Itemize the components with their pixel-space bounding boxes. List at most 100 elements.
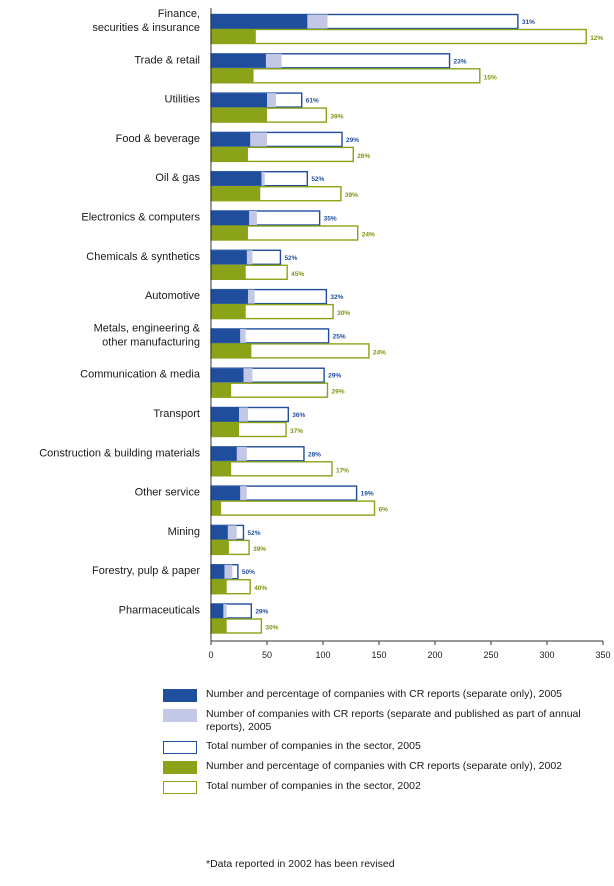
bar-separate-2005 xyxy=(211,407,239,422)
bar-separate-2002 xyxy=(211,226,248,240)
pct-label-2002: 30% xyxy=(337,310,350,317)
pct-label-2005: 36% xyxy=(292,412,305,419)
legend-label: Total number of companies in the sector,… xyxy=(206,780,421,792)
bar-separate-2005 xyxy=(211,53,266,68)
bar-separate-2005 xyxy=(211,211,250,225)
pct-label-2005: 52% xyxy=(284,255,297,262)
category-label: Transport xyxy=(153,408,200,420)
pct-label-2002: 17% xyxy=(336,467,349,474)
pct-label-2002: 24% xyxy=(362,232,375,239)
bar-separate-2005 xyxy=(211,171,262,186)
bar-separate-2002 xyxy=(211,619,227,633)
category-group: 31% 12% Finance, securities & insurance xyxy=(92,8,603,45)
category-group: 52% 39% Oil & gas xyxy=(155,170,358,202)
bar-separate-2005 xyxy=(211,486,241,501)
legend-item-total2002: Total number of companies in the sector,… xyxy=(163,780,603,794)
legend-label: Number and percentage of companies with … xyxy=(206,688,563,700)
category-group: 52% 45% Chemicals & synthetics xyxy=(86,249,304,280)
legend-item-total2005: Total number of companies in the sector,… xyxy=(163,740,603,754)
footnote: *Data reported in 2002 has been revised xyxy=(206,858,395,870)
category-group: 19% 6% Other service xyxy=(135,485,389,516)
legend-label: Number and percentage of companies with … xyxy=(206,760,563,772)
pct-label-2005: 19% xyxy=(361,491,374,498)
bar-total-2002 xyxy=(210,500,376,516)
bar-separate-2002 xyxy=(211,501,222,516)
bar-separate-2005 xyxy=(211,564,225,579)
bar-separate-2002 xyxy=(211,108,267,123)
pct-label-2005: 52% xyxy=(311,176,324,183)
bar-separate-2002 xyxy=(211,186,261,201)
category-group: 32% 30% Automotive xyxy=(145,288,350,320)
category-group: 29% 30% Pharmaceuticals xyxy=(119,603,279,634)
category-group: 61% 39% Utilities xyxy=(165,92,344,123)
bar-separate-2005 xyxy=(211,93,267,108)
category-label: Food & beverage xyxy=(116,133,200,145)
bar-separate-2002 xyxy=(211,68,254,83)
pct-label-2002: 15% xyxy=(484,74,497,81)
pct-label-2002: 29% xyxy=(331,389,344,396)
pct-label-2005: 35% xyxy=(324,216,337,223)
plot-area: 31% 12% Finance, securities & insurance 23% 1… xyxy=(39,8,603,634)
category-label: Chemicals & synthetics xyxy=(86,251,200,263)
pct-label-2005: 29% xyxy=(255,609,268,616)
bar-separate-2002 xyxy=(211,304,246,319)
x-tick-label: 150 xyxy=(371,650,386,660)
bar-separate-2002 xyxy=(211,540,229,555)
category-group: 50% 40% Forestry, pulp & paper xyxy=(92,564,267,595)
pct-label-2002: 45% xyxy=(291,271,304,278)
legend-swatch xyxy=(163,781,197,794)
pct-label-2002: 6% xyxy=(379,507,389,514)
pct-label-2002: 30% xyxy=(265,625,278,632)
legend-item-all2005: Number of companies with CR reports (sep… xyxy=(163,708,603,734)
x-tick-label: 50 xyxy=(262,650,272,660)
pct-label-2002: 39% xyxy=(330,114,343,121)
legend-swatch xyxy=(163,761,197,774)
pct-label-2002: 39% xyxy=(253,546,266,553)
category-label: Communication & media xyxy=(80,369,201,381)
bar-separate-2005 xyxy=(211,525,228,540)
bar-separate-2005 xyxy=(211,14,308,29)
bar-separate-2005 xyxy=(211,289,248,304)
category-label: Automotive xyxy=(145,290,200,302)
pct-label-2005: 52% xyxy=(247,530,260,537)
pct-label-2002: 12% xyxy=(590,35,603,42)
x-tick-label: 100 xyxy=(315,650,330,660)
legend-swatch xyxy=(163,709,197,722)
category-label: Metals, engineering & other manufacturing xyxy=(94,322,201,348)
category-label: Finance, securities & insurance xyxy=(92,8,200,34)
category-label: Trade & retail xyxy=(134,54,200,66)
category-label: Utilities xyxy=(165,94,201,106)
bar-separate-2002 xyxy=(211,265,246,280)
legend-label: Number of companies with CR reports (sep… xyxy=(206,708,581,733)
pct-label-2002: 24% xyxy=(373,349,386,356)
pct-label-2005: 32% xyxy=(330,294,343,301)
bar-separate-2002 xyxy=(211,461,232,476)
category-group: 23% 15% Trade & retail xyxy=(134,53,497,84)
bar-separate-2002 xyxy=(211,147,248,162)
legend-swatch xyxy=(163,689,197,702)
pct-label-2005: 31% xyxy=(522,19,535,26)
category-label: Other service xyxy=(135,487,200,499)
legend-item-sep2005: Number and percentage of companies with … xyxy=(163,688,603,702)
bar-separate-2002 xyxy=(211,422,239,437)
category-group: 25% 24% Metals, engineering & other manufac… xyxy=(94,322,386,359)
pct-label-2002: 39% xyxy=(345,192,358,199)
bar-separate-2002 xyxy=(211,343,252,358)
pct-label-2005: 50% xyxy=(242,569,255,576)
pct-label-2005: 23% xyxy=(454,58,467,65)
bar-chart: 31% 12% Finance, securities & insurance 23% 1… xyxy=(39,8,611,660)
pct-label-2005: 29% xyxy=(346,137,359,144)
category-label: Construction & building materials xyxy=(39,447,200,459)
bar-separate-2002 xyxy=(211,579,227,594)
legend: Number and percentage of companies with … xyxy=(163,688,603,800)
bar-total-2002 xyxy=(210,28,587,45)
category-group: 29% 29% Communication & media xyxy=(80,367,345,398)
category-group: 29% 26% Food & beverage xyxy=(116,131,370,163)
x-axis: 0 50 100 150 200 250 300 350 xyxy=(208,8,611,660)
bar-separate-2002 xyxy=(211,29,256,44)
pct-label-2005: 25% xyxy=(333,333,346,340)
category-label: Electronics & computers xyxy=(81,212,200,224)
legend-label: Total number of companies in the sector,… xyxy=(206,740,421,752)
pct-label-2002: 26% xyxy=(357,153,370,160)
category-group: 36% 37% Transport xyxy=(153,406,306,438)
